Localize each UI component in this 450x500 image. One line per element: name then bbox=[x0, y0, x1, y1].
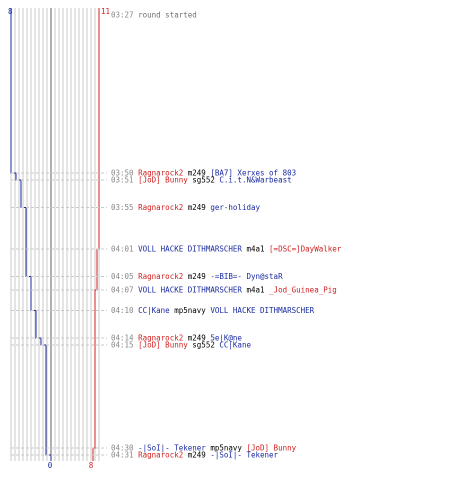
event-part: 5e|K@ne bbox=[206, 334, 243, 343]
event-row: 04:14 Ragnarock2 m249 5e|K@ne bbox=[111, 334, 242, 343]
event-part: m249 bbox=[183, 203, 206, 212]
event-labels: 03:27 round started 03:50 Ragnarock2 m249… bbox=[11, 11, 342, 460]
event-row: 03:50 Ragnarock2 m249 [BA7] Xerxes of 80… bbox=[111, 169, 296, 178]
event-time: 04:15 bbox=[111, 341, 134, 350]
blue-end-count: 0 bbox=[48, 461, 53, 470]
event-part: Ragnarock2 bbox=[134, 169, 184, 178]
event-part: sg552 bbox=[188, 176, 215, 185]
event-part: [BA7] Xerxes of 803 bbox=[206, 169, 296, 178]
event-part: mp5navy bbox=[206, 444, 243, 453]
event-row: 04:10 CC|Kane mp5navy VOLL HACKE DITHMAR… bbox=[111, 306, 315, 315]
timeline-grid bbox=[10, 8, 100, 461]
event-time: 04:07 bbox=[111, 286, 134, 295]
red-start-count: 11 bbox=[101, 7, 110, 16]
event-part: VOLL HACKE DITHMARSCHER bbox=[134, 244, 243, 253]
event-part: m249 bbox=[183, 451, 206, 460]
event-time: 04:31 bbox=[111, 451, 134, 460]
event-part: [JoD] Bunny bbox=[134, 176, 189, 185]
event-part: -|SoI|- Tekener bbox=[206, 451, 279, 460]
event-row: 03:55 Ragnarock2 m249 ger-holiday bbox=[111, 203, 260, 212]
event-time: 04:30 bbox=[111, 444, 134, 453]
event-part: -=BIB=- Dyn@staR bbox=[206, 272, 283, 281]
event-part: Ragnarock2 bbox=[134, 334, 184, 343]
event-row: 04:15 [JoD] Bunny sg552 CC|Kane bbox=[111, 341, 251, 350]
event-part: m249 bbox=[183, 272, 206, 281]
event-part: ger-holiday bbox=[206, 203, 261, 212]
event-part: Ragnarock2 bbox=[134, 272, 184, 281]
event-part: VOLL HACKE DITHMARSCHER bbox=[134, 286, 243, 295]
event-time: 03:55 bbox=[111, 203, 134, 212]
event-part: _Jod_Guinea_Pig bbox=[265, 286, 337, 295]
event-time: 03:51 bbox=[111, 176, 134, 185]
event-row: 04:30 -|SoI|- Tekener mp5navy [JoD] Bunn… bbox=[111, 444, 297, 453]
event-time: 04:14 bbox=[111, 334, 134, 343]
event-row: 04:07 VOLL HACKE DITHMARSCHER m4a1 _Jod_… bbox=[111, 286, 337, 295]
event-time: 03:27 bbox=[111, 11, 134, 20]
event-part: Ragnarock2 bbox=[134, 203, 184, 212]
event-part: -|SoI|- Tekener bbox=[134, 444, 207, 453]
blue-start-count: 8 bbox=[8, 7, 13, 16]
event-part: CC|Kane bbox=[134, 306, 171, 315]
event-time: 03:50 bbox=[111, 169, 134, 178]
red-end-count: 8 bbox=[89, 461, 94, 470]
event-part: m249 bbox=[183, 169, 206, 178]
event-time: 04:01 bbox=[111, 244, 134, 253]
event-row: 04:31 Ragnarock2 m249 -|SoI|- Tekener bbox=[111, 451, 279, 460]
event-time: 04:10 bbox=[111, 306, 134, 315]
event-part: mp5navy bbox=[170, 306, 207, 315]
event-part: m4a1 bbox=[242, 286, 265, 295]
event-row: 04:05 Ragnarock2 m249 -=BIB=- Dyn@staR bbox=[111, 272, 283, 281]
blue-team-line bbox=[10, 8, 52, 461]
event-part: [=DSC=]DayWalker bbox=[265, 244, 342, 253]
event-part: m249 bbox=[183, 334, 206, 343]
event-part: C.i.t.N&Warbeast bbox=[215, 176, 292, 185]
event-part: m4a1 bbox=[242, 244, 265, 253]
red-team-line bbox=[92, 8, 100, 461]
event-part: sg552 bbox=[188, 341, 215, 350]
event-row: 04:01 VOLL HACKE DITHMARSCHER m4a1 [=DSC… bbox=[111, 244, 342, 253]
event-part: [JoD] Bunny bbox=[242, 444, 297, 453]
event-time: 04:05 bbox=[111, 272, 134, 281]
event-part: Ragnarock2 bbox=[134, 451, 184, 460]
event-part: round started bbox=[134, 11, 197, 20]
event-row: 03:51 [JoD] Bunny sg552 C.i.t.N&Warbeast bbox=[111, 176, 292, 185]
event-part: CC|Kane bbox=[215, 341, 252, 350]
event-part: VOLL HACKE DITHMARSCHER bbox=[206, 306, 315, 315]
event-row: 03:27 round started bbox=[111, 11, 197, 20]
event-part: [JoD] Bunny bbox=[134, 341, 189, 350]
